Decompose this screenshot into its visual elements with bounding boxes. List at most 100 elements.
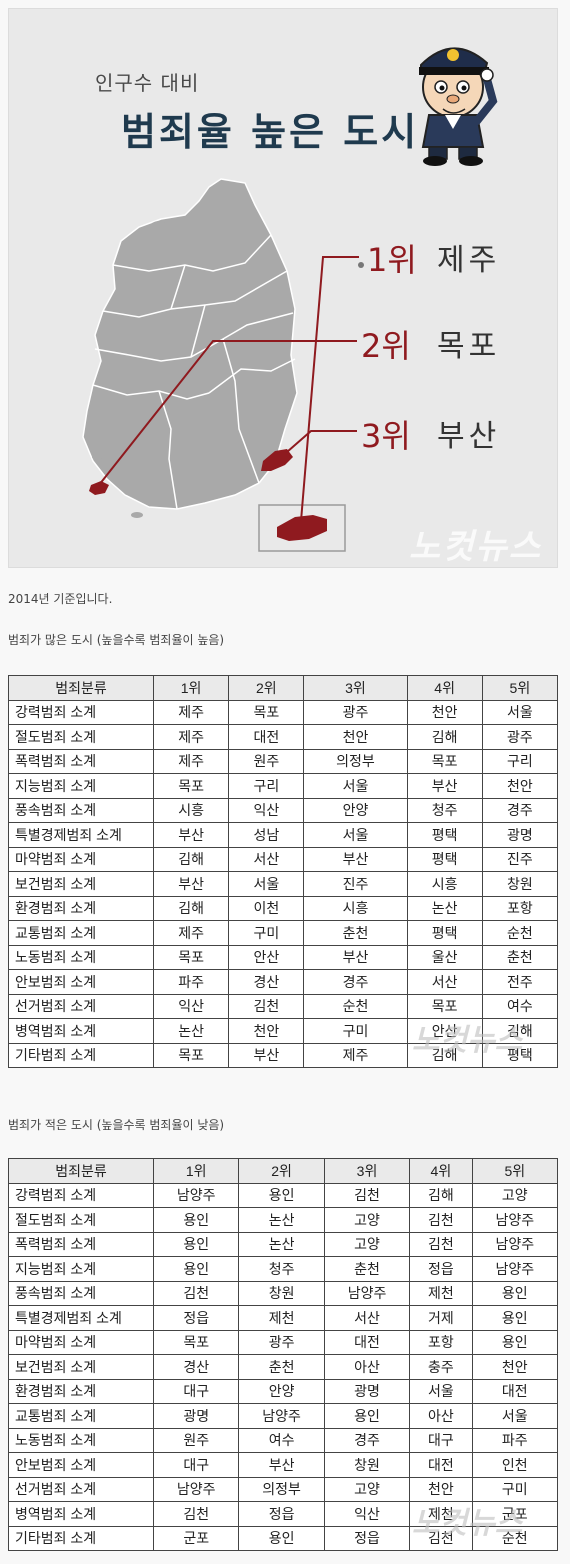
city-cell: 제천 [409, 1501, 473, 1527]
rank-2-city: 목포 [437, 329, 501, 364]
mokpo-marker [89, 481, 109, 495]
crime-category-cell: 기타범죄 소계 [8, 1042, 154, 1068]
high-table-caption: 범죄가 많은 도시 (높을수록 범죄율이 높음) [8, 633, 225, 647]
city-cell: 안양 [303, 797, 408, 823]
city-cell: 고양 [471, 1182, 559, 1208]
city-cell: 부산 [152, 871, 230, 897]
basis-caption: 2014년 기준입니다. [8, 592, 113, 606]
city-cell: 광명 [323, 1378, 411, 1404]
rank-3-label: 3위 [361, 417, 411, 455]
city-cell: 김천 [409, 1231, 473, 1257]
crime-category-cell: 풍속범죄 소계 [8, 1280, 154, 1306]
city-cell: 아산 [409, 1403, 473, 1429]
city-cell: 익산 [152, 993, 230, 1019]
city-cell: 제천 [238, 1305, 325, 1331]
city-cell: 천안 [409, 1476, 473, 1502]
city-cell: 논산 [152, 1018, 230, 1044]
table-row: 안보범죄 소계 대구 부산 창원 대전 인천 [8, 1452, 559, 1478]
city-cell: 용인 [471, 1280, 559, 1306]
crime-category-cell: 선거범죄 소계 [8, 1476, 154, 1502]
city-cell: 안산 [228, 944, 305, 970]
city-cell: 서울 [409, 1378, 473, 1404]
high-crime-table-wrap: 범죄분류 1위 2위 3위 4위 5위 강력범죄 소계 제주 목포 광주 천안 서울 절도범죄 소계 제… [8, 675, 559, 1068]
city-cell: 의정부 [238, 1476, 325, 1502]
city-cell: 부산 [406, 773, 483, 799]
city-cell: 대전 [409, 1452, 473, 1478]
city-cell: 창원 [481, 871, 559, 897]
column-header-rank-1: 1위 [152, 1158, 240, 1184]
city-cell: 평택 [406, 846, 483, 872]
table-row: 지능범죄 소계 용인 청주 춘천 정읍 남양주 [8, 1256, 559, 1282]
city-cell: 부산 [303, 846, 408, 872]
city-cell: 김천 [323, 1182, 411, 1208]
city-cell: 논산 [238, 1231, 325, 1257]
city-cell: 춘천 [303, 920, 408, 946]
city-cell: 대구 [152, 1452, 240, 1478]
table-row: 특별경제범죄 소계 정읍 제천 서산 거제 용인 [8, 1305, 559, 1331]
crime-category-cell: 강력범죄 소계 [8, 699, 154, 725]
city-cell: 남양주 [323, 1280, 411, 1306]
table-row: 노동범죄 소계 목포 안산 부산 울산 춘천 [8, 944, 559, 970]
city-cell: 원주 [152, 1427, 240, 1453]
column-header-rank-2: 2위 [238, 1158, 325, 1184]
table-row: 환경범죄 소계 대구 안양 광명 서울 대전 [8, 1378, 559, 1404]
city-cell: 천안 [228, 1018, 305, 1044]
city-cell: 안양 [238, 1378, 325, 1404]
city-cell: 이천 [228, 895, 305, 921]
city-cell: 원주 [228, 748, 305, 774]
city-cell: 부산 [228, 1042, 305, 1068]
city-cell: 서울 [228, 871, 305, 897]
crime-category-cell: 안보범죄 소계 [8, 1452, 154, 1478]
table-row: 강력범죄 소계 제주 목포 광주 천안 서울 [8, 699, 559, 725]
city-cell: 김천 [409, 1207, 473, 1233]
city-cell: 성남 [228, 822, 305, 848]
table-row: 선거범죄 소계 익산 김천 순천 목포 여수 [8, 993, 559, 1019]
city-cell: 경주 [323, 1427, 411, 1453]
crime-category-cell: 안보범죄 소계 [8, 969, 154, 995]
crime-category-cell: 특별경제범죄 소계 [8, 822, 154, 848]
city-cell: 춘천 [323, 1256, 411, 1282]
table-row: 병역범죄 소계 김천 정읍 익산 제천 군포 [8, 1501, 559, 1527]
column-header-rank-5: 5위 [481, 675, 559, 701]
city-cell: 논산 [406, 895, 483, 921]
crime-category-cell: 보건범죄 소계 [8, 871, 154, 897]
city-cell: 경주 [481, 797, 559, 823]
city-cell: 서울 [303, 822, 408, 848]
crime-category-cell: 지능범죄 소계 [8, 1256, 154, 1282]
city-cell: 서울 [471, 1403, 559, 1429]
city-cell: 용인 [471, 1329, 559, 1355]
city-cell: 서산 [406, 969, 483, 995]
table-row: 풍속범죄 소계 김천 창원 남양주 제천 용인 [8, 1280, 559, 1306]
city-cell: 경주 [303, 969, 408, 995]
city-cell: 충주 [409, 1354, 473, 1380]
crime-category-cell: 교통범죄 소계 [8, 1403, 154, 1429]
city-cell: 김천 [152, 1280, 240, 1306]
column-header-rank-2: 2위 [228, 675, 305, 701]
city-cell: 제주 [152, 920, 230, 946]
column-header-category: 범죄분류 [8, 1158, 154, 1184]
city-cell: 시흥 [303, 895, 408, 921]
city-cell: 목포 [406, 993, 483, 1019]
city-cell: 고양 [323, 1231, 411, 1257]
table-row: 교통범죄 소계 제주 구미 춘천 평택 순천 [8, 920, 559, 946]
table-row: 기타범죄 소계 군포 용인 정읍 김천 순천 [8, 1525, 559, 1551]
crime-category-cell: 강력범죄 소계 [8, 1182, 154, 1208]
city-cell: 대전 [228, 724, 305, 750]
city-cell: 포항 [409, 1329, 473, 1355]
city-cell: 구미 [471, 1476, 559, 1502]
table-row: 보건범죄 소계 부산 서울 진주 시흥 창원 [8, 871, 559, 897]
city-cell: 용인 [238, 1182, 325, 1208]
city-cell: 제천 [409, 1280, 473, 1306]
table-row: 폭력범죄 소계 제주 원주 의정부 목포 구리 [8, 748, 559, 774]
crime-category-cell: 병역범죄 소계 [8, 1501, 154, 1527]
city-cell: 경산 [152, 1354, 240, 1380]
city-cell: 순천 [303, 993, 408, 1019]
crime-category-cell: 교통범죄 소계 [8, 920, 154, 946]
table-row: 마약범죄 소계 김해 서산 부산 평택 진주 [8, 846, 559, 872]
city-cell: 논산 [238, 1207, 325, 1233]
city-cell: 진주 [481, 846, 559, 872]
city-cell: 여수 [481, 993, 559, 1019]
korea-map [82, 47, 498, 552]
city-cell: 창원 [238, 1280, 325, 1306]
infographic-title: 범죄율 높은 도시 [121, 110, 420, 154]
